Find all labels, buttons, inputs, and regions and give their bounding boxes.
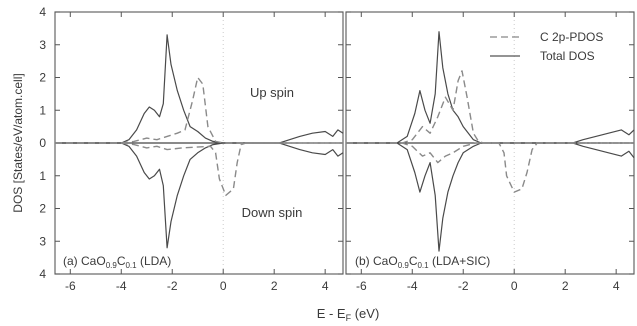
x-axis-title: E - EF (eV) bbox=[317, 306, 380, 323]
panel-a-ytick-label: 4 bbox=[39, 5, 46, 19]
panel-a-xtick-label: 4 bbox=[322, 279, 329, 293]
legend: C 2p-PDOS Total DOS bbox=[490, 30, 603, 63]
legend-total-label: Total DOS bbox=[540, 49, 595, 63]
panel-a-ytick-label: 4 bbox=[39, 267, 46, 281]
panel-b-c2p-pdos-down-curve bbox=[346, 142, 634, 193]
panel-a-label: (a) CaO0.9C0.1 (LDA) bbox=[63, 254, 171, 270]
panel-a-xtick-label: 2 bbox=[271, 279, 278, 293]
panel-a-ytick-label: 3 bbox=[39, 38, 46, 52]
panel-b-xtick-label: -4 bbox=[407, 279, 418, 293]
panel-a-down-spin-label: Down spin bbox=[242, 205, 303, 220]
panel-a-total-dos-down-curve bbox=[55, 142, 344, 249]
panel-a-c2p-pdos-down-curve bbox=[55, 142, 343, 197]
panel-a-ytick-label: 3 bbox=[39, 234, 46, 248]
panel-b-curves bbox=[346, 31, 635, 252]
panel-a-xtick-label: -4 bbox=[116, 279, 127, 293]
panel-b-xtick-label: -2 bbox=[458, 279, 469, 293]
panel-a-ytick-label: 0 bbox=[39, 136, 46, 150]
panel-b: -6 -4 -2 0 2 4 C 2p-PDOS Total DOS (b) CaO0.9… bbox=[345, 11, 635, 293]
legend-pdos-label: C 2p-PDOS bbox=[540, 30, 603, 44]
y-axis-title: DOS [States/eV/atom.cell] bbox=[11, 73, 25, 212]
panel-a-ytick-label: 2 bbox=[39, 202, 46, 216]
panel-b-total-dos-down-curve bbox=[346, 142, 635, 252]
panel-a-curves bbox=[55, 34, 344, 249]
panel-a-total-dos-up-curve bbox=[55, 34, 344, 144]
panel-a-c2p-pdos-up-curve bbox=[55, 76, 343, 144]
panel-a: -6 -4 -2 0 2 4 4 3 2 1 0 1 2 3 4 Up spin Down spin (a)… bbox=[39, 5, 344, 293]
panel-b-xtick-label: 4 bbox=[613, 279, 620, 293]
panel-a-xtick-label: -2 bbox=[167, 279, 178, 293]
panel-b-label: (b) CaO0.9C0.1 (LDA+SIC) bbox=[355, 254, 490, 270]
panel-b-c2p-pdos-up-curve bbox=[346, 70, 634, 144]
panel-b-xtick-label: 0 bbox=[511, 279, 518, 293]
panel-a-up-spin-label: Up spin bbox=[250, 85, 294, 100]
panel-a-xtick-label: -6 bbox=[65, 279, 76, 293]
panel-a-xtick-label: 0 bbox=[220, 279, 227, 293]
panel-b-xtick-label: -6 bbox=[356, 279, 367, 293]
panel-a-ytick-label: 2 bbox=[39, 71, 46, 85]
panel-a-ytick-label: 1 bbox=[39, 169, 46, 183]
panel-b-xtick-label: 2 bbox=[562, 279, 569, 293]
panel-a-ytick-label: 1 bbox=[39, 103, 46, 117]
